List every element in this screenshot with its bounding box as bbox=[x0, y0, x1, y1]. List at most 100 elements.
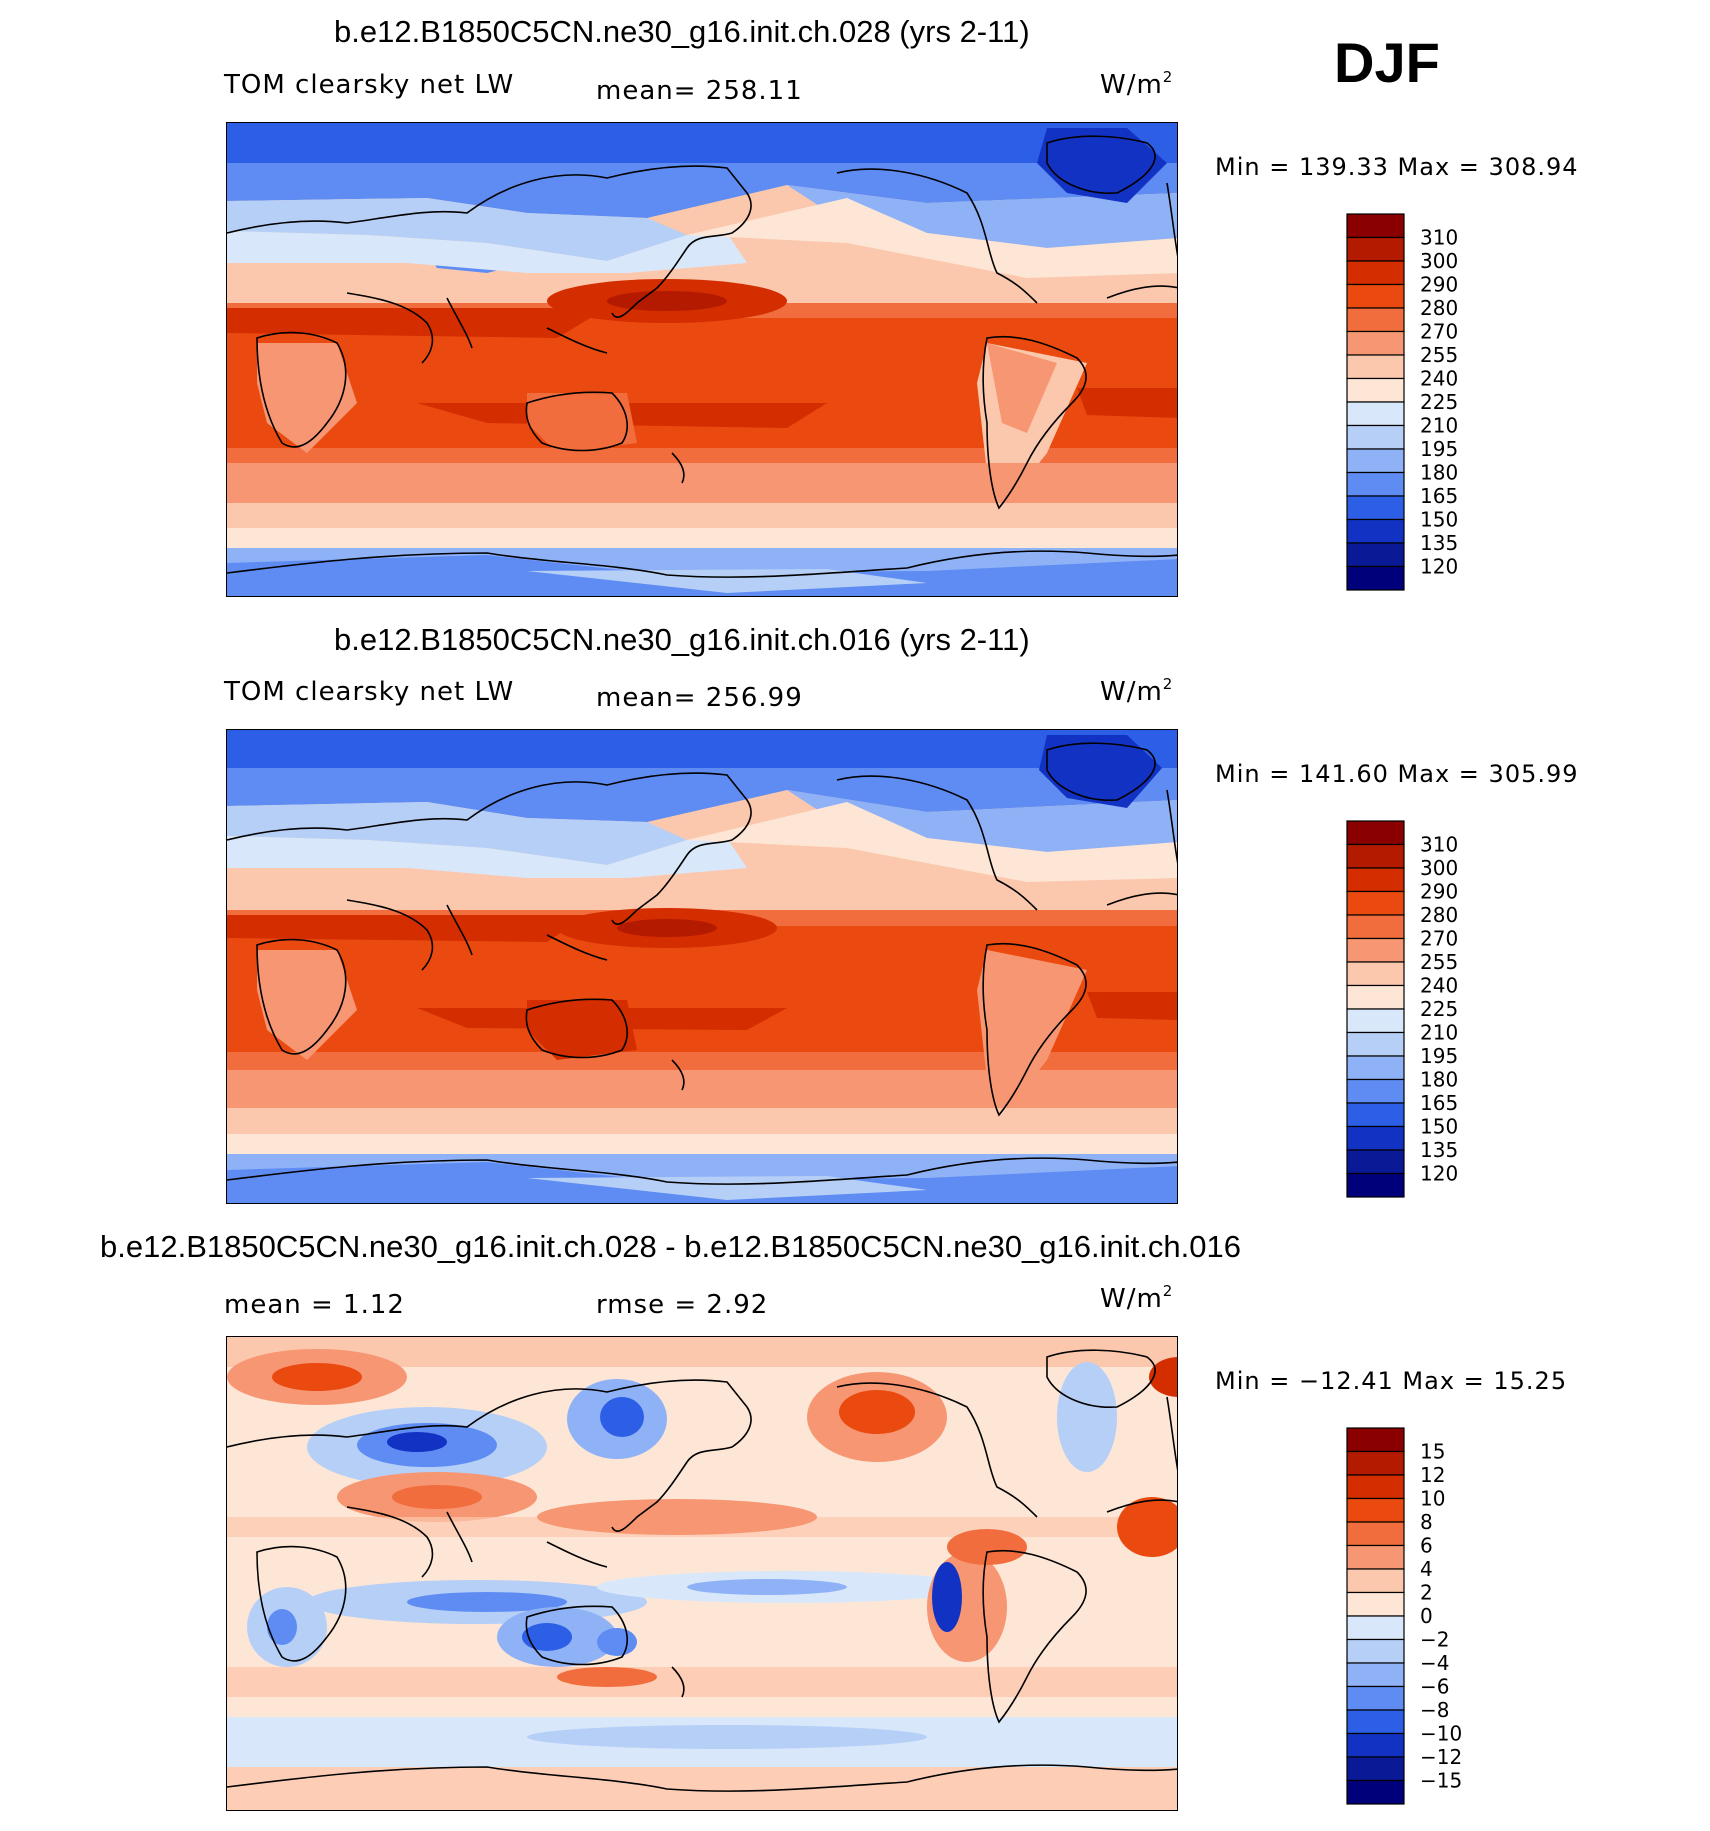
panel2-units: W/m2 bbox=[1100, 675, 1173, 707]
colorbar-swatch bbox=[1346, 914, 1405, 940]
colorbar-swatch bbox=[1346, 1756, 1405, 1782]
colorbar-swatch bbox=[1346, 213, 1405, 239]
colorbar-tick-label: −6 bbox=[1420, 1675, 1449, 1699]
colorbar-swatch bbox=[1346, 565, 1405, 591]
colorbar-tick-label: 310 bbox=[1420, 833, 1458, 857]
colorbar-swatch bbox=[1346, 1125, 1405, 1151]
colorbar-tick-label: 4 bbox=[1420, 1557, 1433, 1581]
panel2-colorbar: 310 300 290 280 270 255 240 225 210 195 180 165 150 1… bbox=[1346, 820, 1458, 1201]
colorbar-tick-label: 290 bbox=[1420, 273, 1458, 297]
panel3-units: W/m2 bbox=[1100, 1282, 1173, 1314]
colorbar-swatch bbox=[1346, 1149, 1405, 1175]
colorbar-swatch bbox=[1346, 1709, 1405, 1735]
colorbar-tick-label: 195 bbox=[1420, 1044, 1458, 1068]
colorbar-swatch bbox=[1346, 401, 1405, 427]
panel1-units: W/m2 bbox=[1100, 68, 1173, 100]
colorbar-tick-label: 150 bbox=[1420, 1115, 1458, 1139]
panel2-map bbox=[226, 729, 1178, 1204]
colorbar-tick-label: 135 bbox=[1420, 1138, 1458, 1162]
panel3-rmse: rmse = 2.92 bbox=[596, 1290, 769, 1320]
colorbar-swatch bbox=[1346, 984, 1405, 1010]
colorbar-swatch bbox=[1346, 1732, 1405, 1758]
colorbar-swatch bbox=[1346, 518, 1405, 544]
colorbar-swatch bbox=[1346, 1055, 1405, 1081]
panel3-colorbar: 15 12 10 8 6 4 2 0 −2 −4 −6 −8 −10 −12 −15 bbox=[1346, 1427, 1462, 1808]
colorbar-tick-label: 6 bbox=[1420, 1534, 1433, 1558]
colorbar-tick-label: 15 bbox=[1420, 1440, 1445, 1464]
colorbar-tick-label: 120 bbox=[1420, 555, 1458, 579]
colorbar-tick-label: 240 bbox=[1420, 367, 1458, 391]
colorbar-swatch bbox=[1346, 471, 1405, 497]
colorbar-tick-label: 2 bbox=[1420, 1581, 1433, 1605]
colorbar-tick-label: 8 bbox=[1420, 1510, 1433, 1534]
colorbar-tick-label: 255 bbox=[1420, 343, 1458, 367]
colorbar-tick-label: 225 bbox=[1420, 390, 1458, 414]
panel1-title: b.e12.B1850C5CN.ne30_g16.init.ch.028 (yr… bbox=[334, 14, 1030, 49]
panel3-mean: mean = 1.12 bbox=[224, 1290, 405, 1320]
panel2-mean: mean= 256.99 bbox=[596, 683, 803, 713]
colorbar-tick-label: −4 bbox=[1420, 1651, 1449, 1675]
colorbar-swatch bbox=[1346, 1568, 1405, 1594]
colorbar-swatch bbox=[1346, 1172, 1405, 1198]
colorbar-swatch bbox=[1346, 1474, 1405, 1500]
colorbar-tick-label: 300 bbox=[1420, 856, 1458, 880]
colorbar-tick-label: −10 bbox=[1420, 1722, 1462, 1746]
panel1-map bbox=[226, 122, 1178, 597]
colorbar-tick-label: 210 bbox=[1420, 414, 1458, 438]
colorbar-tick-label: 120 bbox=[1420, 1162, 1458, 1186]
colorbar-swatch bbox=[1346, 1638, 1405, 1664]
colorbar-swatch bbox=[1346, 354, 1405, 380]
colorbar-swatch bbox=[1346, 1521, 1405, 1547]
panel1-variable: TOM clearsky net LW bbox=[224, 70, 515, 100]
colorbar-tick-label: 290 bbox=[1420, 880, 1458, 904]
colorbar-swatch bbox=[1346, 1078, 1405, 1104]
colorbar-tick-label: 240 bbox=[1420, 974, 1458, 998]
colorbar-swatch bbox=[1346, 542, 1405, 568]
colorbar-tick-label: 280 bbox=[1420, 903, 1458, 927]
colorbar-swatch bbox=[1346, 1779, 1405, 1805]
colorbar-swatch bbox=[1346, 890, 1405, 916]
colorbar-tick-label: 10 bbox=[1420, 1487, 1445, 1511]
panel3-minmax: Min = −12.41 Max = 15.25 bbox=[1215, 1367, 1568, 1395]
colorbar-tick-label: −12 bbox=[1420, 1745, 1462, 1769]
colorbar-tick-label: 180 bbox=[1420, 461, 1458, 485]
colorbar-swatch bbox=[1346, 843, 1405, 869]
colorbar-tick-label: 135 bbox=[1420, 531, 1458, 555]
panel3-map bbox=[226, 1336, 1178, 1811]
colorbar-tick-label: 210 bbox=[1420, 1021, 1458, 1045]
colorbar-tick-label: 270 bbox=[1420, 320, 1458, 344]
colorbar-tick-label: 180 bbox=[1420, 1068, 1458, 1092]
panel1-colorbar: 310 300 290 280 270 255 240 225 210 195 180 165 150 1… bbox=[1346, 213, 1458, 594]
colorbar-tick-label: −8 bbox=[1420, 1698, 1449, 1722]
colorbar-swatch bbox=[1346, 1450, 1405, 1476]
colorbar-tick-label: 225 bbox=[1420, 997, 1458, 1021]
colorbar-swatch bbox=[1346, 1427, 1405, 1453]
panel2-title: b.e12.B1850C5CN.ne30_g16.init.ch.016 (yr… bbox=[334, 622, 1030, 657]
panel2-minmax: Min = 141.60 Max = 305.99 bbox=[1215, 760, 1579, 788]
panel1-mean: mean= 258.11 bbox=[596, 76, 803, 106]
colorbar-swatch bbox=[1346, 867, 1405, 893]
colorbar-tick-label: 300 bbox=[1420, 249, 1458, 273]
colorbar-tick-label: 195 bbox=[1420, 437, 1458, 461]
colorbar-swatch bbox=[1346, 961, 1405, 987]
colorbar-tick-label: 12 bbox=[1420, 1463, 1445, 1487]
colorbar-tick-label: 0 bbox=[1420, 1604, 1433, 1628]
colorbar-tick-label: 280 bbox=[1420, 296, 1458, 320]
colorbar-tick-label: 150 bbox=[1420, 508, 1458, 532]
panel2-variable: TOM clearsky net LW bbox=[224, 677, 515, 707]
colorbar-swatch bbox=[1346, 1497, 1405, 1523]
colorbar-tick-label: −15 bbox=[1420, 1769, 1462, 1793]
colorbar-swatch bbox=[1346, 1008, 1405, 1034]
colorbar-swatch bbox=[1346, 1102, 1405, 1128]
colorbar-swatch bbox=[1346, 283, 1405, 309]
panel1-minmax: Min = 139.33 Max = 308.94 bbox=[1215, 153, 1579, 181]
colorbar-swatch bbox=[1346, 937, 1405, 963]
colorbar-swatch bbox=[1346, 1685, 1405, 1711]
colorbar-swatch bbox=[1346, 1662, 1405, 1688]
colorbar-swatch bbox=[1346, 424, 1405, 450]
colorbar-swatch bbox=[1346, 1544, 1405, 1570]
colorbar-tick-label: 270 bbox=[1420, 927, 1458, 951]
colorbar-swatch bbox=[1346, 448, 1405, 474]
colorbar-tick-label: −2 bbox=[1420, 1628, 1449, 1652]
colorbar-tick-label: 165 bbox=[1420, 484, 1458, 508]
